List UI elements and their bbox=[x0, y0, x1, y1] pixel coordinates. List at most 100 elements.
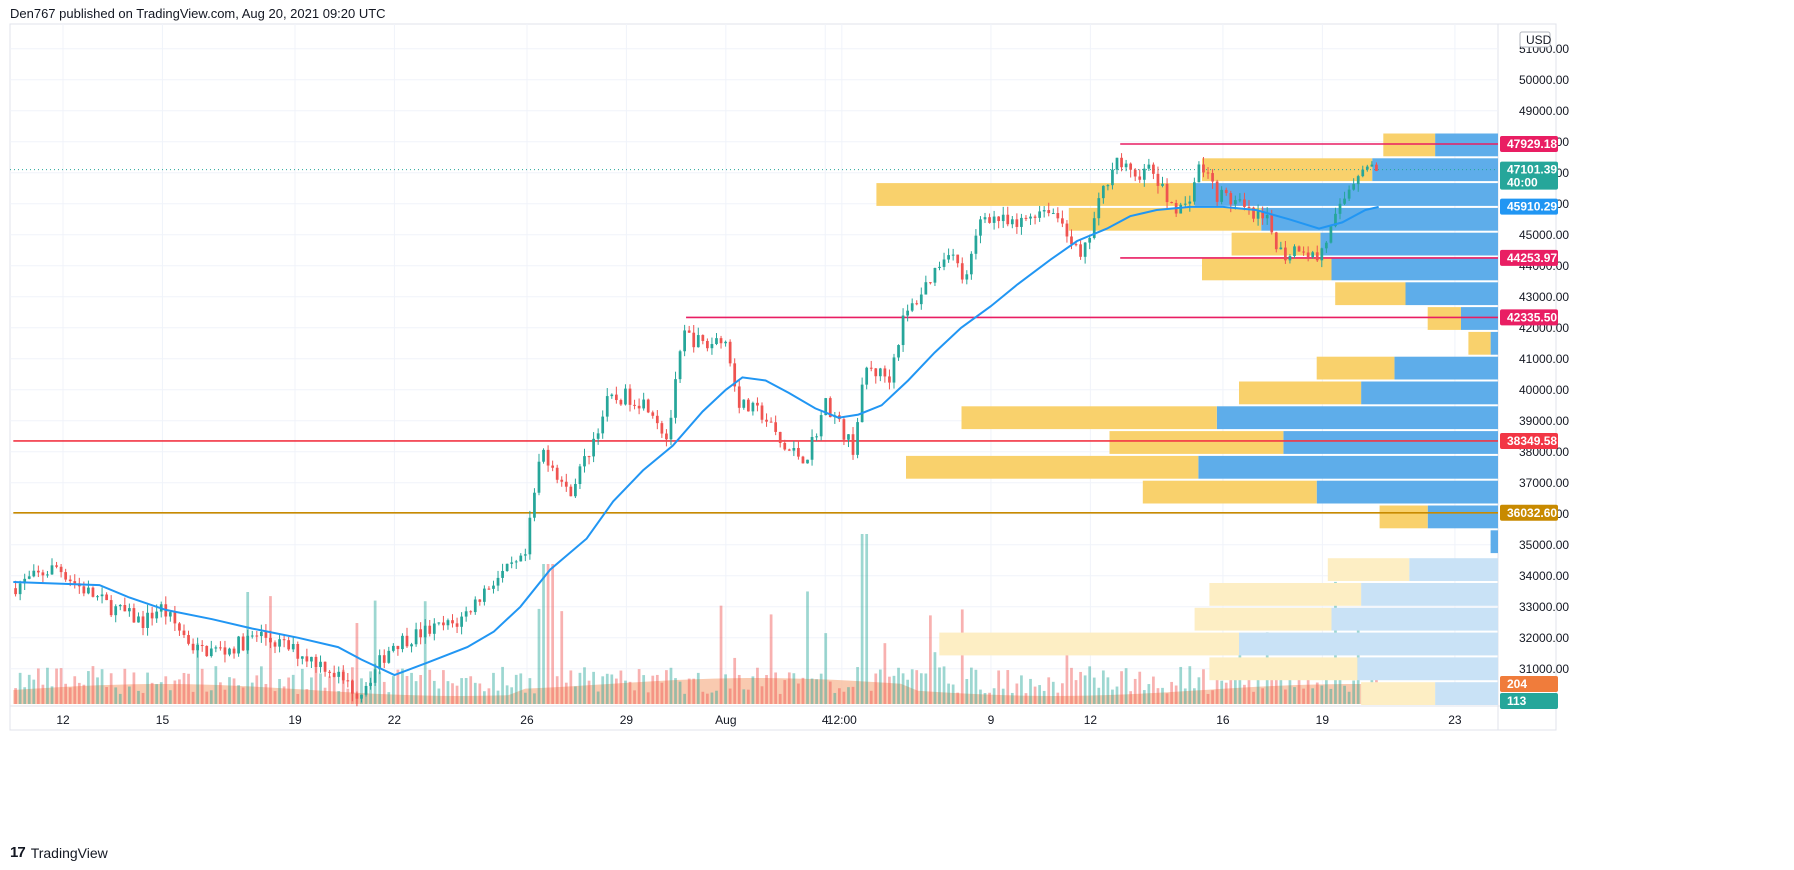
candle-body bbox=[637, 405, 641, 409]
vp-lower-row-up bbox=[1194, 607, 1332, 631]
candle-body bbox=[1056, 213, 1060, 219]
volume-bar bbox=[1106, 677, 1110, 704]
volume-bar bbox=[128, 686, 131, 704]
volume-bar bbox=[983, 693, 987, 704]
candle-body bbox=[505, 563, 509, 571]
candle-body bbox=[1092, 218, 1096, 238]
candle-body bbox=[460, 616, 463, 627]
volume-bar bbox=[1183, 688, 1187, 704]
candle-body bbox=[150, 612, 154, 619]
volume-bar bbox=[1120, 671, 1123, 704]
candle-body bbox=[1097, 198, 1101, 219]
volume-bar bbox=[460, 678, 463, 704]
candle-body bbox=[305, 656, 309, 662]
volume-bar bbox=[1220, 680, 1224, 704]
line-tag-bg bbox=[1500, 504, 1558, 521]
candle-body bbox=[1206, 172, 1210, 174]
candle-body bbox=[1302, 251, 1305, 253]
candle-body bbox=[847, 434, 850, 440]
currency-label: USD bbox=[1526, 33, 1552, 47]
candle-body bbox=[651, 412, 655, 416]
volume-bar bbox=[1142, 690, 1146, 704]
candle-body bbox=[742, 399, 746, 408]
candle-body bbox=[519, 555, 523, 562]
volume-bar bbox=[897, 667, 900, 704]
vp-row-up bbox=[876, 183, 1195, 206]
candle-body bbox=[878, 368, 882, 377]
x-tick-label: 12 bbox=[56, 713, 70, 727]
candle-body bbox=[41, 572, 45, 576]
volume-bar bbox=[87, 671, 90, 704]
candle-body bbox=[1142, 168, 1146, 180]
volume-bar bbox=[874, 673, 878, 704]
candle-body bbox=[1033, 216, 1037, 218]
candle-body bbox=[241, 636, 245, 651]
candle-body bbox=[1365, 166, 1369, 170]
candle-body bbox=[828, 398, 832, 418]
candle-body bbox=[114, 606, 118, 616]
candle-body bbox=[1233, 200, 1237, 205]
candle-body bbox=[514, 561, 518, 563]
x-tick-label: 16 bbox=[1216, 713, 1230, 727]
candle-body bbox=[769, 421, 773, 423]
candle-body bbox=[587, 456, 591, 458]
volume-bar bbox=[965, 679, 969, 704]
candle-body bbox=[196, 644, 200, 651]
volume-bar bbox=[273, 691, 277, 704]
volume-bar bbox=[737, 674, 741, 704]
candle-body bbox=[1370, 164, 1374, 167]
candle-body bbox=[765, 419, 768, 422]
candle-body bbox=[1020, 217, 1023, 227]
volume-bar bbox=[1324, 675, 1328, 704]
vp-row-down bbox=[1394, 356, 1498, 380]
volume-bar bbox=[77, 682, 81, 704]
volume-bar bbox=[1170, 681, 1173, 704]
volume-tag-text: 204 bbox=[1507, 677, 1527, 691]
candle-body bbox=[1138, 176, 1142, 180]
volume-bar bbox=[187, 673, 190, 704]
volume-bar bbox=[637, 669, 641, 704]
candle-body bbox=[1293, 246, 1296, 257]
candle-body bbox=[137, 616, 140, 623]
horizontal-lines bbox=[10, 143, 1498, 514]
candle-body bbox=[546, 449, 550, 466]
volume-bar bbox=[423, 601, 427, 704]
volume-bar bbox=[1256, 668, 1260, 704]
volume-bar bbox=[801, 677, 805, 704]
candle-body bbox=[997, 216, 1001, 222]
volume-bar bbox=[633, 690, 636, 704]
candle-body bbox=[1051, 213, 1055, 215]
candle-body bbox=[1133, 169, 1137, 177]
candle-body bbox=[678, 351, 682, 380]
candle-body bbox=[341, 671, 345, 681]
volume-bar bbox=[933, 652, 937, 704]
vp-lower-row-down bbox=[1331, 607, 1498, 631]
line-tag-text: 36032.60 bbox=[1507, 506, 1557, 520]
volume-bar bbox=[1015, 683, 1019, 704]
candle-body bbox=[701, 335, 705, 341]
y-tick-label: 34000.00 bbox=[1519, 569, 1569, 583]
volume-bar bbox=[974, 669, 978, 704]
candle-body bbox=[442, 622, 445, 626]
vp-row-up bbox=[1239, 381, 1362, 405]
candle-body bbox=[710, 344, 714, 349]
candle-body bbox=[483, 588, 486, 602]
volume-bar bbox=[1092, 677, 1096, 704]
tradingview-logo[interactable]: 17 TradingView bbox=[10, 844, 108, 861]
volume-bar bbox=[1033, 686, 1037, 704]
volume-bar bbox=[428, 669, 432, 704]
candle-body bbox=[437, 622, 441, 624]
vp-row-down bbox=[1427, 505, 1498, 529]
candle-body bbox=[778, 431, 782, 443]
candle-body bbox=[897, 345, 900, 358]
volume-bar bbox=[1193, 688, 1196, 704]
candle-body bbox=[1279, 247, 1283, 250]
vp-row-up bbox=[906, 455, 1199, 479]
volume-bar bbox=[1161, 687, 1164, 704]
volume-bar bbox=[1115, 686, 1119, 704]
candle-body bbox=[947, 255, 950, 260]
volume-bar bbox=[883, 643, 887, 704]
candle-body bbox=[1170, 202, 1173, 204]
vp-row-up bbox=[1383, 133, 1436, 157]
